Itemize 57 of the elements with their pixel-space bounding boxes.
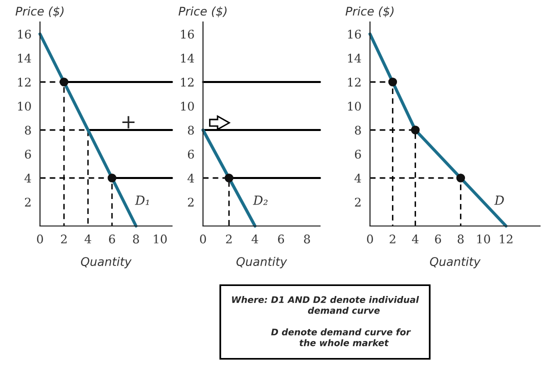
y-tick-label: 12 <box>348 78 361 86</box>
y-tick-label: 12 <box>181 78 194 86</box>
y-axis-title: Price ($) <box>178 6 227 18</box>
y-tick-label: 8 <box>24 126 31 135</box>
y-tick-label: 2 <box>188 198 194 206</box>
x-axis-title: Quantity <box>80 256 132 268</box>
y-axis-title: Price ($) <box>346 6 394 18</box>
x-tick-label: 0 <box>367 234 373 244</box>
y-tick-label: 2 <box>354 198 361 206</box>
y-tick-label: 4 <box>354 174 362 182</box>
x-tick-label: 2 <box>390 234 396 244</box>
y-tick-label: 4 <box>24 174 32 182</box>
x-tick-label: 6 <box>435 234 442 244</box>
text: Where: D1 AND D2 denote individual demand curve D denote demand curve for the whole market <box>232 296 419 346</box>
y-tick-label: 12 <box>18 78 31 86</box>
y-tick-label: 16 <box>181 30 194 39</box>
x-tick-label: 4 <box>84 234 92 244</box>
y-tick-label: 6 <box>24 150 31 159</box>
y-tick-label: 8 <box>188 126 194 135</box>
x-tick-label: 8 <box>304 234 310 244</box>
y-tick-label: 14 <box>18 54 32 62</box>
x-tick-label: 8 <box>458 234 464 244</box>
x-tick-label: 4 <box>412 234 418 244</box>
point <box>388 78 398 86</box>
x-tick-label: 6 <box>109 234 116 244</box>
y-tick-label: 4 <box>188 174 194 182</box>
x-tick-label: 8 <box>133 234 139 244</box>
series-label: D₂ <box>252 196 268 205</box>
x-tick-label: 4 <box>252 234 258 244</box>
y-tick-label: 2 <box>24 198 31 206</box>
x-tick-label: 10 <box>154 234 167 244</box>
x-axis-title: Quantity <box>430 256 481 268</box>
x-tick-label: 12 <box>500 234 512 244</box>
x-tick-label: 2 <box>226 234 232 244</box>
y-tick-label: 14 <box>348 54 362 62</box>
y-tick-label: 8 <box>354 126 361 135</box>
y-tick-label: 10 <box>181 102 194 111</box>
annotation: + <box>122 116 135 128</box>
x-tick-label: 10 <box>477 234 490 244</box>
x-tick-label: 0 <box>200 234 206 244</box>
line-series <box>368 32 508 228</box>
point <box>410 126 420 134</box>
y-tick-label: 16 <box>348 30 361 39</box>
point <box>456 174 466 182</box>
x-tick-label: 0 <box>37 234 43 244</box>
x-axis-title: Quantity <box>236 256 288 268</box>
x-tick-label: 2 <box>61 234 67 244</box>
y-tick-label: 14 <box>181 54 194 62</box>
y-tick-label: 6 <box>188 150 194 159</box>
y-axis-title: Price ($) <box>16 6 64 18</box>
y-tick-label: 10 <box>18 102 31 111</box>
y-tick-label: 6 <box>354 150 361 159</box>
y-tick-label: 16 <box>18 30 31 39</box>
series-label: D <box>494 196 504 205</box>
y-tick-label: 10 <box>348 102 361 111</box>
x-tick-label: 6 <box>278 234 284 244</box>
series-label: D₁ <box>134 196 149 205</box>
